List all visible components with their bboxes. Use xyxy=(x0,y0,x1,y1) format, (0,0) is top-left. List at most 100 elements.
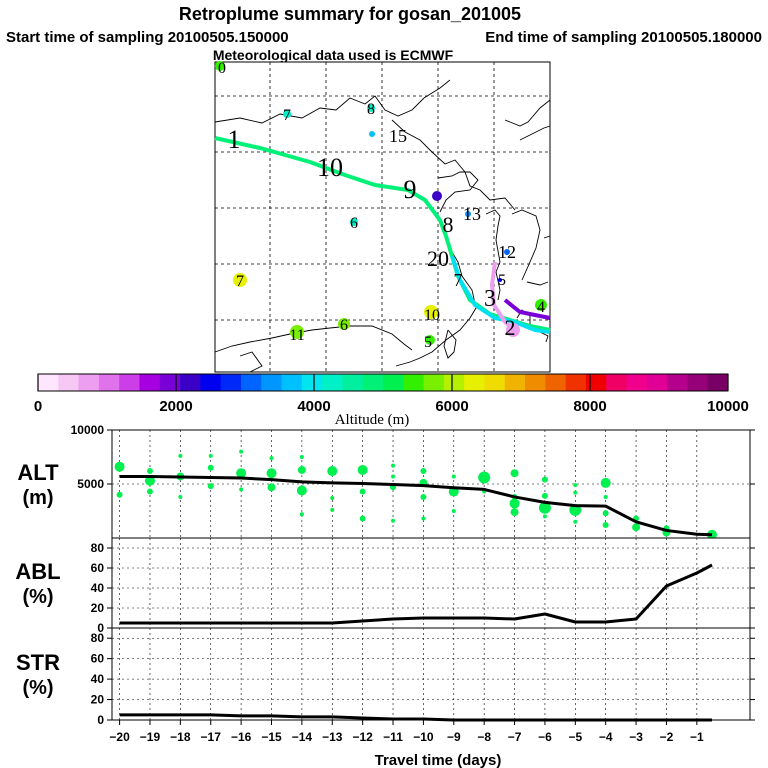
colorbar-swatch xyxy=(281,374,303,391)
y-tick-label: 60 xyxy=(91,561,105,575)
x-tick-label: −15 xyxy=(261,730,282,744)
x-tick-label: −1 xyxy=(690,730,704,744)
trajectory-point xyxy=(233,273,247,287)
scatter-point xyxy=(330,507,335,512)
colorbar-swatch xyxy=(585,374,607,391)
panel-unit: (m) xyxy=(22,487,53,509)
figure-title: Retroplume summary for gosan_201005 xyxy=(179,4,521,24)
trajectory-point xyxy=(367,104,375,112)
scatter-point xyxy=(478,471,491,484)
colorbar-tick-label: 0 xyxy=(34,398,42,415)
scatter-point xyxy=(269,456,274,461)
scatter-point xyxy=(510,469,519,478)
scatter-point xyxy=(114,461,125,472)
panel-alt: 5000 10000 ALT(m) xyxy=(17,423,755,540)
map-label: 20 xyxy=(427,246,449,271)
map-label: 10 xyxy=(317,153,343,182)
map-coastlines xyxy=(214,79,551,373)
panel-frame xyxy=(111,537,751,629)
time-series-panels: 500010000ALT(m)020406080ABL(%)020406080S… xyxy=(15,423,755,744)
scatter-point xyxy=(299,512,304,517)
scatter-point xyxy=(266,468,277,479)
colorbar-swatch xyxy=(301,374,323,391)
scatter-point xyxy=(602,510,609,517)
scatter-point xyxy=(602,522,609,529)
x-tick-label: −19 xyxy=(140,730,161,744)
map-label: 5 xyxy=(424,334,432,351)
y-tick-label: 0 xyxy=(97,713,104,727)
x-tick-label: −3 xyxy=(629,730,643,744)
panel-unit: (%) xyxy=(22,677,53,699)
colorbar-swatch xyxy=(58,374,80,391)
colorbar-tick-label: 2000 xyxy=(159,398,192,415)
scatter-point xyxy=(116,491,123,498)
scatter-point xyxy=(146,488,153,495)
colorbar-swatch xyxy=(220,374,242,391)
panel-str: 0 20 40 60 80 STR(%) xyxy=(16,627,755,727)
series-line xyxy=(119,713,713,722)
colorbar-swatch xyxy=(525,374,546,391)
x-tick-label: −14 xyxy=(292,730,313,744)
scatter-point xyxy=(236,468,247,479)
trajectory-point xyxy=(215,61,225,71)
x-tick-label: −4 xyxy=(599,730,613,744)
map-label: 3 xyxy=(484,286,496,312)
trajectory-point xyxy=(498,278,502,282)
trajectory-point xyxy=(369,131,375,137)
scatter-point xyxy=(391,474,396,479)
scatter-point xyxy=(573,490,578,495)
scatter-point xyxy=(327,466,338,477)
y-tick-label: 40 xyxy=(91,581,105,595)
colorbar-swatch xyxy=(464,374,485,391)
x-tick-label: −2 xyxy=(660,730,674,744)
map-label: 4 xyxy=(537,299,545,316)
scatter-point xyxy=(538,501,551,514)
x-tick-label: −9 xyxy=(447,730,461,744)
colorbar-swatch xyxy=(423,374,445,391)
x-tick-label: −10 xyxy=(413,730,434,744)
x-tick-label: −6 xyxy=(538,730,552,744)
x-tick-label: −18 xyxy=(170,730,191,744)
colorbar-swatch xyxy=(322,374,343,391)
scatter-point xyxy=(296,485,307,496)
colorbar-swatch xyxy=(667,374,688,391)
trajectory-pink xyxy=(489,261,517,332)
end-time-label: End time of sampling 20100505.180000 xyxy=(485,29,762,46)
series-line xyxy=(119,563,713,625)
colorbar-swatch xyxy=(383,374,404,391)
panel-title: STR xyxy=(16,650,60,675)
y-tick-label: 20 xyxy=(91,693,105,707)
colorbar-swatch xyxy=(626,374,648,391)
x-tick-label: −5 xyxy=(568,730,582,744)
scatter-point xyxy=(451,509,456,513)
colorbar-tick-label: 10000 xyxy=(707,398,749,415)
scatter-point xyxy=(208,453,213,458)
trajectory-point xyxy=(283,110,291,118)
y-tick-label: 5000 xyxy=(77,477,104,491)
scatter-point xyxy=(146,468,153,475)
colorbar-swatch xyxy=(565,374,587,391)
colorbar-swatch xyxy=(687,374,709,391)
map-label: 5 xyxy=(498,272,506,289)
scatter-point xyxy=(178,453,183,458)
panel-abl: 0 20 40 60 80 ABL(%) xyxy=(15,537,755,635)
x-tick-label: −7 xyxy=(508,730,522,744)
scatter-point xyxy=(239,487,244,492)
x-axis-label: Travel time (days) xyxy=(375,752,502,768)
colorbar-swatch xyxy=(38,374,59,391)
trajectory-point xyxy=(432,191,442,201)
trajectory-point xyxy=(506,323,520,337)
scatter-point xyxy=(239,449,244,454)
y-tick-label: 0 xyxy=(97,621,104,635)
colorbar-swatch xyxy=(159,374,181,391)
colorbar-swatch xyxy=(484,374,506,391)
scatter-point xyxy=(178,494,183,499)
scatter-point xyxy=(391,518,396,523)
trajectory-point xyxy=(425,335,435,345)
panel-title: ABL xyxy=(15,559,60,584)
panel-unit: (%) xyxy=(22,586,53,608)
trajectory-lower xyxy=(450,255,551,334)
scatter-point xyxy=(297,465,306,474)
colorbar-swatch xyxy=(200,374,222,391)
